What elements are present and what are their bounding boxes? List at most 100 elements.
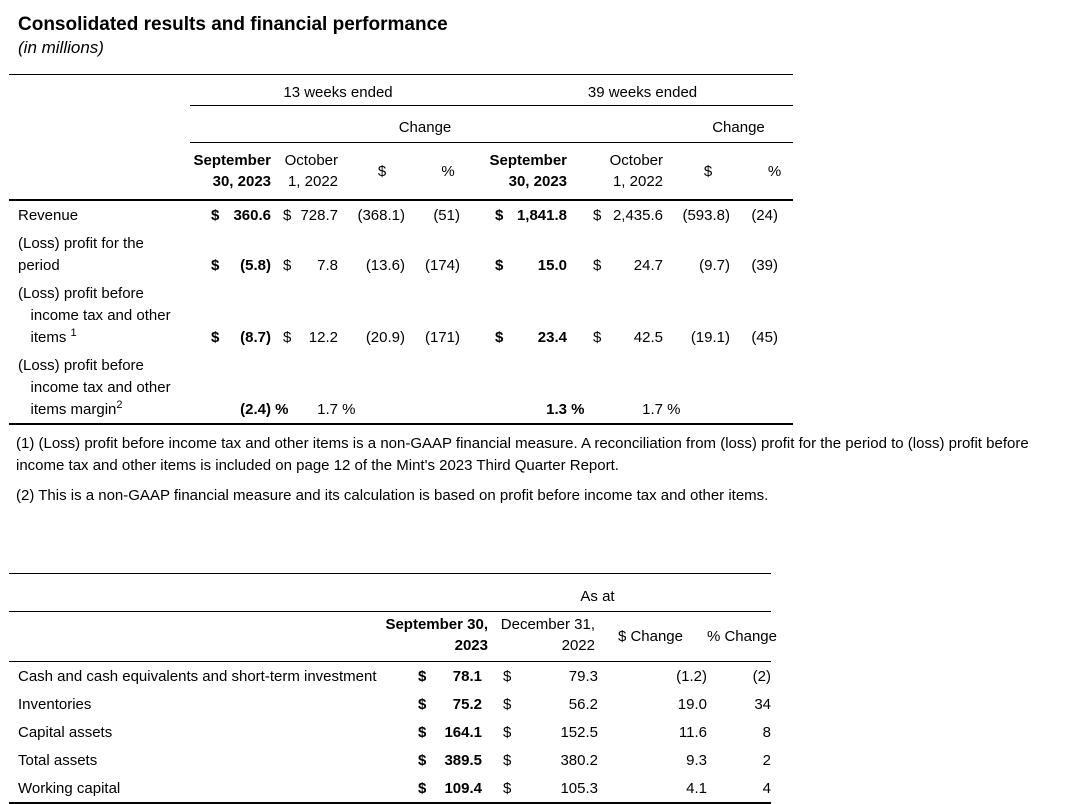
- spacer-cell: [9, 142, 190, 201]
- column-header-dollar-change: $ Change: [617, 628, 683, 645]
- currency-symbol: $: [418, 724, 427, 741]
- table-row: Capital assets $164.1 $152.5 11.6 8: [9, 718, 771, 746]
- table-row: (Loss) profit for the period $ (5.8) $7.8…: [9, 229, 793, 279]
- value-cell: 1,841.8: [516, 207, 567, 224]
- column-header-percent-change: %: [410, 142, 466, 201]
- as-at-header: As at: [404, 573, 771, 612]
- currency-symbol: $: [211, 207, 220, 224]
- value-cell: (2): [752, 668, 771, 685]
- spacer-cell: [190, 105, 344, 143]
- currency-symbol: $: [418, 668, 427, 685]
- value-cell: (39): [751, 257, 778, 274]
- value-cell: 360.6: [233, 207, 271, 224]
- currency-symbol: $: [593, 329, 602, 346]
- value-cell: (368.1): [357, 207, 405, 224]
- row-label: Total assets: [18, 752, 98, 769]
- spacer-cell: [9, 106, 190, 143]
- value-cell: 2: [762, 752, 771, 769]
- currency-symbol: $: [283, 257, 292, 274]
- change-header-13-weeks: Change: [344, 105, 466, 143]
- value-cell: 19.0: [677, 696, 707, 713]
- value-cell: 12.2: [308, 329, 338, 346]
- currency-symbol: $: [418, 752, 427, 769]
- value-cell: (8.7): [240, 329, 271, 346]
- value-cell: (174): [424, 257, 460, 274]
- value-cell: 389.5: [444, 752, 482, 769]
- currency-symbol: $: [283, 329, 292, 346]
- table-row: (Loss) profit before income tax and othe…: [9, 351, 793, 425]
- page-subtitle: (in millions): [18, 38, 104, 57]
- empty-cell: [668, 351, 736, 425]
- value-cell: (593.8): [682, 207, 730, 224]
- value-cell: (45): [751, 329, 778, 346]
- value-cell: 728.7: [300, 207, 338, 224]
- value-cell: 79.3: [568, 668, 598, 685]
- value-cell: 75.2: [452, 696, 482, 713]
- currency-symbol: $: [503, 780, 512, 797]
- value-cell: (13.6): [365, 257, 405, 274]
- value-cell: (20.9): [365, 329, 405, 346]
- table-row: Working capital $109.4 $105.3 4.1 4: [9, 774, 771, 804]
- group-header-13-weeks: 13 weeks ended: [190, 74, 466, 106]
- value-cell: 109.4: [444, 780, 482, 797]
- footnote-marker: 1: [70, 327, 77, 339]
- currency-symbol: $: [418, 696, 427, 713]
- column-header-percent-change: % Change: [706, 628, 777, 645]
- value-cell: 8: [762, 724, 771, 741]
- row-label: Revenue: [18, 207, 79, 224]
- currency-symbol: $: [503, 696, 512, 713]
- spacer-cell: [9, 611, 404, 662]
- currency-symbol: $: [283, 207, 292, 224]
- row-label: Working capital: [9, 774, 404, 804]
- value-cell: 4: [714, 774, 771, 804]
- empty-cell: [410, 351, 466, 425]
- column-header-oct-1-2022: October 1, 2022: [609, 152, 663, 190]
- value-cell: 4.1: [602, 774, 714, 804]
- value-cell: 23.4: [537, 329, 567, 346]
- row-label: Cash and cash equivalents and short-term…: [18, 668, 377, 685]
- value-cell: 42.5: [633, 329, 663, 346]
- value-cell: 7.8: [317, 257, 338, 274]
- value-cell: 2,435.6: [612, 207, 663, 224]
- value-cell: (5.8): [240, 257, 271, 274]
- value-cell: 24.7: [633, 257, 663, 274]
- value-cell: (51): [433, 207, 460, 224]
- column-header-dollar-change: $: [668, 142, 736, 201]
- currency-symbol: $: [211, 257, 220, 274]
- value-cell: 380.2: [560, 752, 598, 769]
- value-cell: 34: [754, 696, 771, 713]
- table-row: Inventories $75.2 $56.2 19.0 34: [9, 690, 771, 718]
- currency-symbol: $: [495, 257, 504, 274]
- value-cell: 78.1: [452, 668, 482, 685]
- change-header-39-weeks: Change: [668, 105, 793, 143]
- table-row: Total assets $389.5 $380.2 9.3 2: [9, 746, 771, 774]
- spacer-cell: [466, 105, 668, 143]
- spacer-cell: [9, 573, 404, 612]
- currency-symbol: $: [593, 257, 602, 274]
- column-header-dollar-change: $: [344, 142, 410, 201]
- footnote-2: (2) This is a non-GAAP financial measure…: [16, 487, 769, 504]
- currency-symbol: $: [503, 752, 512, 769]
- column-header-oct-1-2022: October 1, 2022: [284, 152, 338, 190]
- value-cell: 11.6: [678, 724, 707, 741]
- value-cell: 152.5: [560, 724, 598, 741]
- row-label: Inventories: [18, 696, 92, 713]
- currency-symbol: $: [593, 207, 602, 224]
- column-header-sep-30-2023: September 30, 2023: [385, 616, 488, 654]
- column-header-dec-31-2022: December 31, 2022: [500, 616, 595, 654]
- value-cell: (24): [751, 207, 778, 224]
- currency-symbol: $: [503, 724, 512, 741]
- column-header-sep-30-2023: September 30, 2023: [489, 152, 567, 190]
- currency-symbol: $: [503, 668, 512, 685]
- value-cell: 15.0: [537, 257, 567, 274]
- currency-symbol: $: [211, 329, 220, 346]
- table-row: (Loss) profit before income tax and othe…: [9, 279, 793, 351]
- spacer-cell: [9, 74, 190, 106]
- empty-cell: [344, 351, 410, 425]
- value-cell: 9.3: [686, 752, 707, 769]
- table-row: Cash and cash equivalents and short-term…: [9, 662, 771, 691]
- value-cell: (2.4): [240, 401, 271, 418]
- value-cell: 56.2: [568, 696, 598, 713]
- row-label: (Loss) profit before income tax and othe…: [18, 357, 171, 418]
